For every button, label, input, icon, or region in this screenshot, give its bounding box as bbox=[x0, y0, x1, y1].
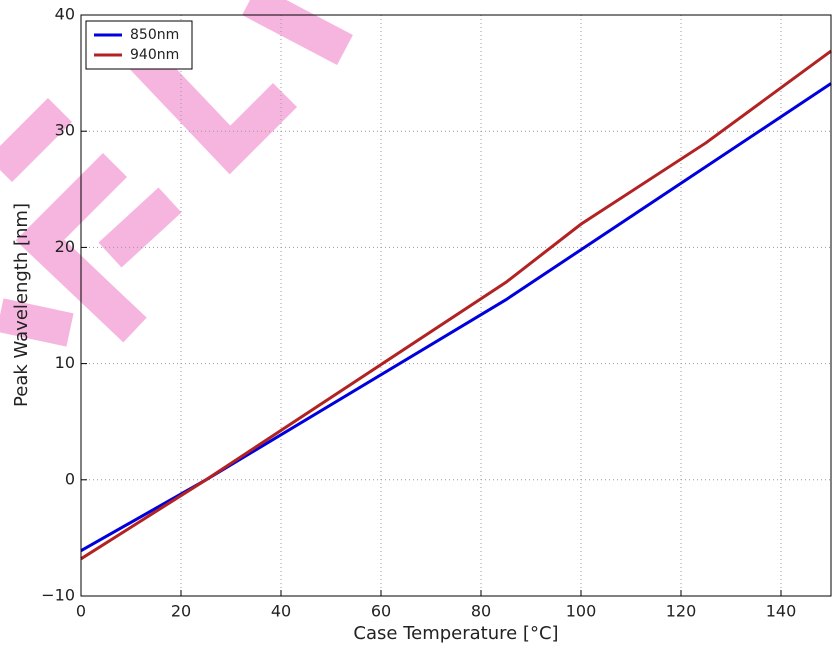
y-tick-label: 40 bbox=[55, 5, 75, 24]
x-tick-label: 60 bbox=[371, 602, 391, 621]
x-tick-label: 80 bbox=[471, 602, 491, 621]
plot-frame bbox=[80, 14, 832, 597]
watermark bbox=[0, 0, 353, 347]
line-series bbox=[80, 49, 832, 561]
x-tick-label: 140 bbox=[766, 602, 797, 621]
x-tick-label: 20 bbox=[171, 602, 191, 621]
y-tick-label: 0 bbox=[65, 469, 75, 488]
y-tick-label: 20 bbox=[55, 237, 75, 256]
x-axis-label: Case Temperature [°C] bbox=[353, 623, 558, 644]
x-tick-label: 0 bbox=[76, 602, 86, 621]
x-tick-label: 100 bbox=[566, 602, 597, 621]
x-tick-label: 40 bbox=[271, 602, 291, 621]
line-series bbox=[80, 82, 832, 552]
y-axis-label: Peak Wavelength [nm] bbox=[11, 203, 32, 407]
y-tick-label: 30 bbox=[55, 121, 75, 140]
legend-box bbox=[85, 20, 193, 70]
y-tick-label: 10 bbox=[55, 353, 75, 372]
legend-label: 850nm bbox=[130, 27, 179, 43]
legend-label: 940nm bbox=[130, 47, 179, 63]
y-tick-label: −10 bbox=[41, 586, 75, 605]
x-tick-label: 120 bbox=[666, 602, 697, 621]
